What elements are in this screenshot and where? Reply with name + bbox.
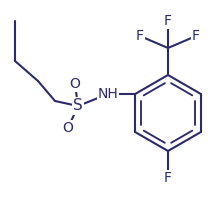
Text: NH: NH (98, 87, 118, 101)
Text: O: O (63, 121, 73, 135)
Text: F: F (164, 14, 172, 28)
Text: F: F (136, 29, 144, 43)
Text: F: F (192, 29, 200, 43)
Text: O: O (70, 77, 81, 91)
Text: F: F (164, 171, 172, 185)
Text: S: S (73, 98, 83, 113)
